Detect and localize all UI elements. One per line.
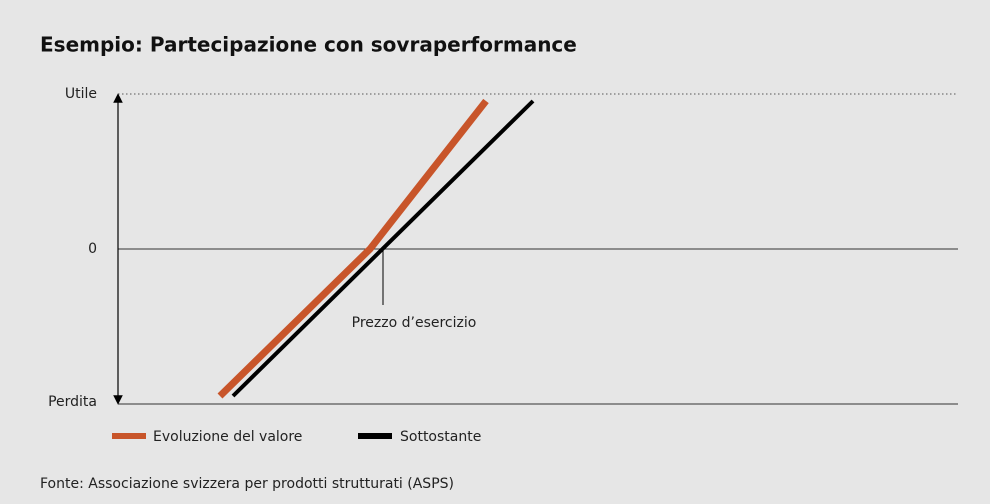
legend-swatch [112,433,146,439]
value-line [217,98,489,399]
title: Esempio: Partecipazione con sovraperform… [40,33,577,57]
axis-label: Utile [65,86,97,102]
underlying-line [231,99,535,398]
annotation: Prezzo d’esercizio [352,315,477,331]
legend-label: Sottostante [400,429,481,445]
legend-label: Evoluzione del valore [153,429,302,445]
axis-label: Perdita [48,394,97,410]
axis-label: 0 [88,241,97,257]
source: Fonte: Associazione svizzera per prodott… [40,476,454,492]
legend-swatch [358,433,392,439]
